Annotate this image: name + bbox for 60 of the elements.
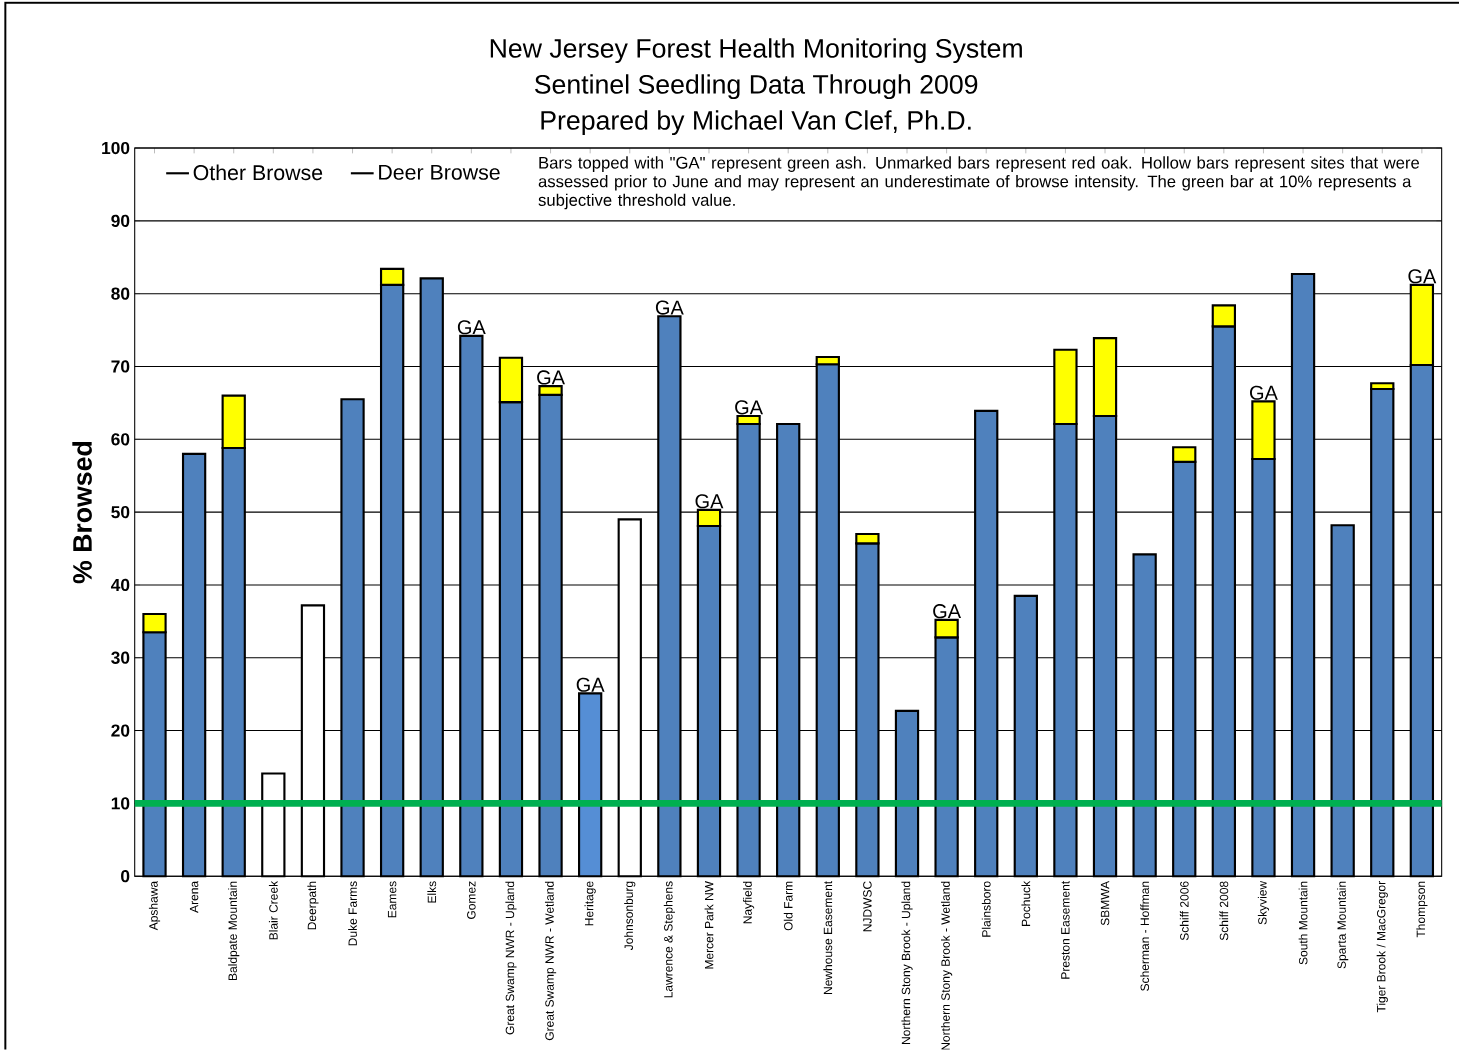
y-tick-label: 80 <box>111 287 130 301</box>
y-tick-label: 10 <box>111 797 130 810</box>
x-tick-label: Great Swamp NWR - Upland <box>505 881 517 1035</box>
text: Prepared by Michael Van Clef, Ph.D. <box>541 110 971 136</box>
annotation: Bars topped with "GA" represent green ash. Unmarked bars represent red oak. Hollow bars represent sites that were assessed prior to June and may represent an underestimate of browse intensity. The green bar at 10% represents a subjective threshold value. <box>538 156 1420 210</box>
x-tick-label: Lawrence & Stephens <box>663 881 675 998</box>
x-tick-label: Duke Farms <box>348 881 357 946</box>
x-tick-label: Old Farm <box>783 881 793 931</box>
annotation: GA <box>933 604 962 619</box>
x-tick-label: Sparta Mountain <box>1337 881 1349 969</box>
x-tick-label: Northern Stony Brook - Upland <box>901 881 913 1045</box>
x-tick-label: Apshawa <box>148 881 161 931</box>
annotation: GA <box>457 320 486 335</box>
x-tick-label: Scherman - Hoffman <box>1140 881 1150 992</box>
x-tick-label: Elks <box>427 881 437 903</box>
y-tick-label: 90 <box>111 214 130 228</box>
x-tick-label: Schiff 2008 <box>1219 881 1229 941</box>
annotation: GA <box>576 677 605 693</box>
annotation: GA <box>537 370 565 385</box>
x-tick-label: South Mountain <box>1298 881 1308 965</box>
x-tick-label: Eames <box>387 881 397 918</box>
y-tick-label: 70 <box>111 360 130 373</box>
x-tick-label: Tiger Brook / MacGregor <box>1376 881 1388 1013</box>
y-tick-label: 30 <box>111 651 130 665</box>
y-tick-label: 40 <box>110 579 130 592</box>
x-tick-label: Arena <box>189 881 199 914</box>
x-tick-label: Plainsboro <box>981 881 991 937</box>
y-tick-label: 50 <box>111 506 130 519</box>
chart-subtitle: Sentinel Seedling Data Through 2009 <box>534 74 978 100</box>
x-tick-label: NJDWSC <box>863 881 872 932</box>
x-tick-label: Blair Creek <box>268 881 278 940</box>
annotation: GA <box>735 400 763 415</box>
x-tick-label: SBMWA <box>1100 881 1110 926</box>
annotation: GA <box>1250 385 1278 401</box>
x-tick-label: Deerpath <box>307 881 319 930</box>
x-tick-label: Johnsonburg <box>624 881 636 951</box>
y-tick-label: 100 <box>102 142 130 155</box>
chart-title: New Jersey Forest Health Monitoring System <box>490 38 1022 64</box>
annotation: GA <box>1408 269 1437 284</box>
x-tick-label: Nayfield <box>742 881 755 924</box>
x-tick-label: Schiff 2006 <box>1179 881 1189 941</box>
annotation: GA <box>695 494 724 509</box>
x-tick-label: Newhouse Easement <box>823 881 833 995</box>
x-tick-label: Pochuck <box>1021 881 1031 927</box>
x-tick-label: Mercer Park NW <box>704 881 714 969</box>
y-tick-label: 20 <box>111 724 130 737</box>
x-tick-label: Northern Stony Brook - Wetland <box>941 881 953 1050</box>
legend-label: Other Browse <box>193 164 323 181</box>
x-tick-label: Heritage <box>584 881 596 926</box>
x-tick-label: Skyview <box>1257 881 1270 925</box>
x-tick-label: Gomez <box>467 881 476 920</box>
y-tick-label: 60 <box>111 433 130 446</box>
x-tick-label: Thompson <box>1416 881 1428 938</box>
legend-label: Deer Browse <box>379 165 500 181</box>
y-axis-title: % Browsed <box>72 442 92 584</box>
x-tick-label: Great Swamp NWR - Wetland <box>544 881 557 1041</box>
x-tick-label: Baldpate Mountain <box>228 881 240 981</box>
y-tick-label: 0 <box>121 870 130 883</box>
x-tick-label: Preston Easement <box>1061 881 1070 979</box>
annotation: GA <box>655 300 684 315</box>
